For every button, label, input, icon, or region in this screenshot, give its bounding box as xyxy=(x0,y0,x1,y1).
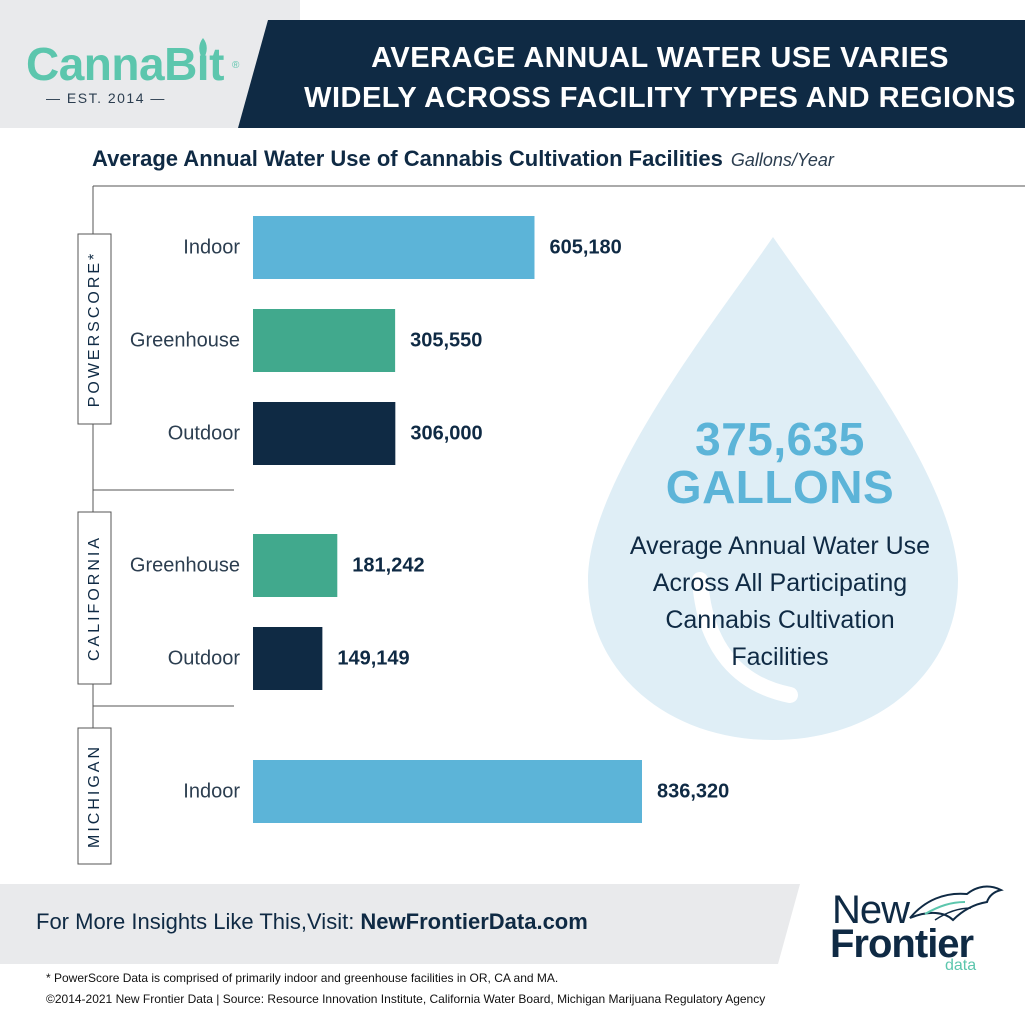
chart-frame xyxy=(92,185,1025,728)
bar-value-label: 306,000 xyxy=(410,423,482,445)
footer-cta: For More Insights Like This,Visit: NewFr… xyxy=(36,909,588,935)
new-frontier-logo-frontier: Frontier xyxy=(830,922,974,966)
leaf-icon xyxy=(199,38,207,60)
bar-category-label: Outdoor xyxy=(168,423,241,445)
stat-number: 375,635 xyxy=(695,413,865,465)
group-label: MICHIGAN xyxy=(86,744,103,848)
chart-title-text: Average Annual Water Use of Cannabis Cul… xyxy=(92,146,723,171)
bar-group: POWERSCORE* Indoor 605,180 Greenhouse 305,55… xyxy=(77,216,622,465)
website-link[interactable]: NewFrontierData.com xyxy=(360,909,588,934)
group-label-box xyxy=(77,727,112,865)
bar xyxy=(253,534,338,597)
stat-description: Average Annual Water Use Across All Part… xyxy=(590,528,970,676)
stat-unit: GALLONS xyxy=(665,461,895,513)
bar-group: MICHIGAN Indoor 836,320 xyxy=(77,727,729,865)
water-drop-shape xyxy=(588,237,958,740)
established-tagline: — EST. 2014 — xyxy=(46,90,166,106)
group-label: POWERSCORE* xyxy=(86,251,103,408)
bar-category-label: Indoor xyxy=(183,781,240,803)
chart-groups: POWERSCORE* Indoor 605,180 Greenhouse 305,55… xyxy=(77,216,729,865)
bar xyxy=(253,216,535,279)
bar-value-label: 605,180 xyxy=(549,237,621,259)
stat-desc-line: Average Annual Water Use xyxy=(629,532,931,560)
stat-desc-line: Facilities xyxy=(731,643,829,671)
bar-value-label: 305,550 xyxy=(410,330,482,352)
footnote: * PowerScore Data is comprised of primar… xyxy=(46,971,559,985)
bar-category-label: Outdoor xyxy=(168,648,241,670)
bar-category-label: Greenhouse xyxy=(130,555,240,577)
footer-band xyxy=(0,884,800,964)
water-drop-highlight xyxy=(692,572,798,703)
bar-value-label: 149,149 xyxy=(337,648,409,670)
chart-unit: Gallons/Year xyxy=(730,150,834,170)
bar-category-label: Greenhouse xyxy=(130,330,240,352)
stat-desc-line: Across All Participating xyxy=(652,569,908,597)
group-label: CALIFORNIA xyxy=(86,535,103,661)
bar-group: CALIFORNIA Greenhouse 181,242 Outdoor 149,14… xyxy=(77,511,425,690)
cannabit-logo: CannaBit xyxy=(26,38,224,90)
bar-category-label: Indoor xyxy=(183,237,240,259)
bar-value-label: 836,320 xyxy=(657,781,729,803)
group-label-box xyxy=(77,233,112,425)
registered-mark: ® xyxy=(232,60,240,71)
horse-icon xyxy=(909,885,1004,922)
bar xyxy=(253,760,642,823)
new-frontier-logo-data: data xyxy=(945,957,977,974)
bar xyxy=(253,309,396,372)
bar xyxy=(253,627,323,690)
group-label-box xyxy=(77,511,112,685)
bar-value-label: 181,242 xyxy=(352,555,424,577)
chart-title: Average Annual Water Use of Cannabis Cul… xyxy=(92,146,834,172)
footer-cta-text: For More Insights Like This,Visit: xyxy=(36,909,361,934)
bar xyxy=(253,402,396,465)
headline-line-2: WIDELY ACROSS FACILITY TYPES AND REGIONS xyxy=(304,82,1016,114)
headline-line-1: AVERAGE ANNUAL WATER USE VARIES xyxy=(371,42,949,74)
copyright: ©2014-2021 New Frontier Data | Source: R… xyxy=(46,992,766,1006)
bar-chart: POWERSCORE* Indoor 605,180 Greenhouse 305,55… xyxy=(77,185,1025,865)
stat-desc-line: Cannabis Cultivation xyxy=(665,606,895,634)
new-frontier-logo-new: New xyxy=(832,888,910,932)
header-band xyxy=(238,20,1025,128)
